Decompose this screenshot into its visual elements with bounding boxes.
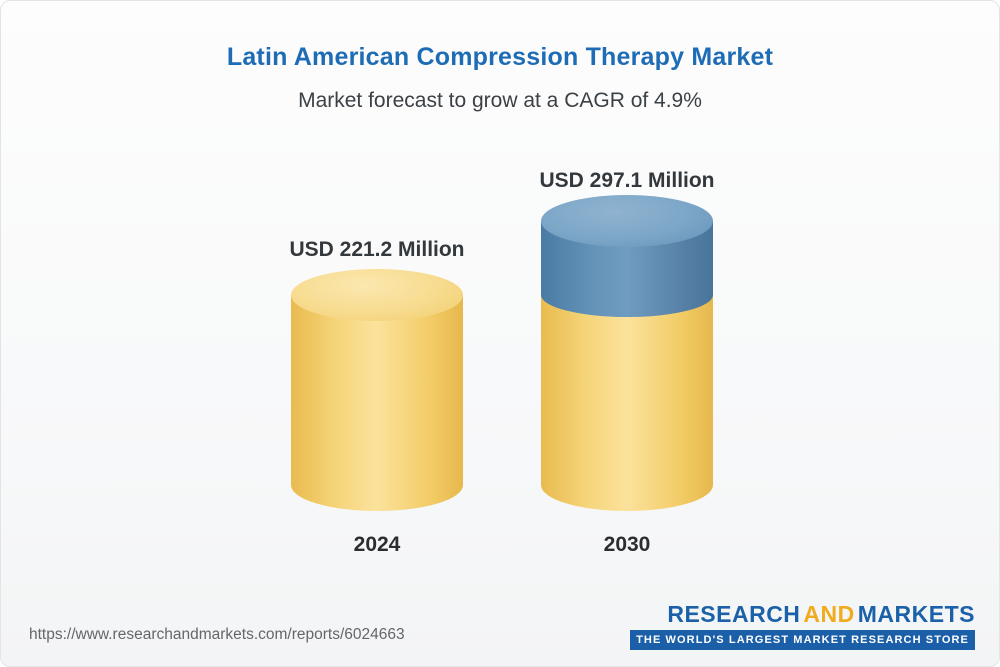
logo-word-markets: MARKETS	[857, 601, 975, 627]
logo-tagline: THE WORLD'S LARGEST MARKET RESEARCH STOR…	[630, 630, 975, 650]
bar-2030-base-segment	[541, 295, 713, 511]
value-label-2024: USD 221.2 Million	[289, 238, 465, 261]
axis-label-2024: 2024	[353, 533, 401, 556]
value-label-2030: USD 297.1 Million	[539, 169, 715, 192]
bar-2030-top-cap	[541, 195, 713, 248]
axis-label-2030: 2030	[603, 533, 651, 556]
source-url: https://www.researchandmarkets.com/repor…	[29, 626, 405, 643]
bar-2030	[541, 151, 713, 511]
logo-word-and: AND	[803, 601, 855, 627]
logo-wordmark: RESEARCH AND MARKETS	[630, 603, 975, 626]
bar-2024-top-cap	[291, 269, 463, 322]
bar-2024-body	[291, 295, 463, 511]
logo-word-research: RESEARCH	[667, 601, 801, 627]
chart-subtitle: Market forecast to grow at a CAGR of 4.9…	[298, 89, 702, 112]
chart-title: Latin American Compression Therapy Marke…	[226, 43, 774, 71]
bar-2024	[291, 151, 463, 511]
research-and-markets-logo: RESEARCH AND MARKETS THE WORLD'S LARGEST M…	[630, 603, 975, 650]
